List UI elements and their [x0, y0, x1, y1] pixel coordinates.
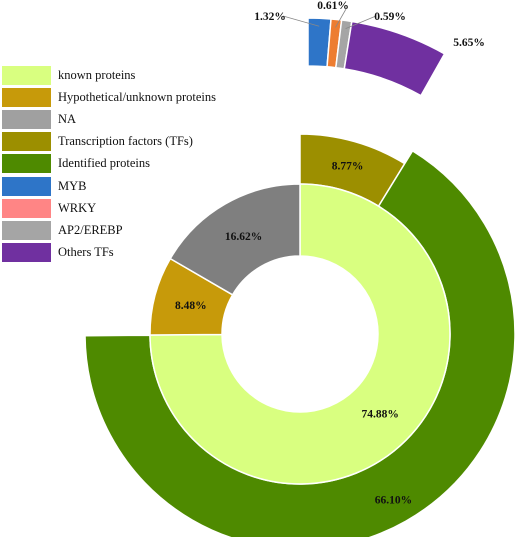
data-label: 74.88%: [362, 409, 399, 421]
data-labels: 8.77% 66.10% 74.88% 8.48% 16.62% 1.32% 0.61% 0.…: [175, 0, 485, 507]
data-label: 8.48%: [175, 300, 207, 312]
legend-item: Hypothetical/unknown proteins: [2, 86, 252, 108]
pie-slice-exploded: [343, 20, 446, 97]
legend-item: Transcription factors (TFs): [2, 131, 252, 153]
legend-swatch: [2, 87, 51, 107]
leader-line: [345, 15, 377, 29]
leader-line: [335, 8, 347, 28]
legend-swatch: [2, 109, 51, 129]
legend-swatch: [2, 243, 51, 263]
data-label: 16.62%: [225, 231, 262, 243]
legend-label: Others TFs: [58, 245, 114, 260]
legend-label: WRKY: [58, 200, 97, 215]
legend-item: Others TFs: [2, 242, 252, 264]
data-label: 0.59%: [374, 11, 406, 23]
data-label: 0.61%: [317, 0, 349, 12]
legend: known proteins Hypothetical/unknown prote…: [2, 64, 252, 264]
pie-slice-inner: [149, 183, 451, 485]
legend-label: known proteins: [58, 67, 136, 82]
pie-slices: [84, 17, 516, 537]
legend-swatch: [2, 198, 51, 218]
legend-label: Identified proteins: [58, 156, 150, 171]
legend-item: Identified proteins: [2, 153, 252, 175]
data-label: 5.65%: [453, 37, 485, 49]
legend-swatch: [2, 65, 51, 85]
pie-slice-inner: [169, 183, 301, 296]
legend-item: MYB: [2, 175, 252, 197]
leader-line: [282, 15, 320, 27]
legend-item: known proteins: [2, 64, 252, 86]
leader-lines: [282, 8, 377, 29]
legend-label: AP2/EREBP: [58, 222, 123, 237]
legend-label: Hypothetical/unknown proteins: [58, 89, 216, 104]
legend-label: MYB: [58, 178, 87, 193]
legend-swatch: [2, 154, 51, 174]
legend-label: Transcription factors (TFs): [58, 134, 193, 149]
data-label: 66.10%: [375, 495, 412, 507]
legend-item: WRKY: [2, 197, 252, 219]
data-label: 1.32%: [254, 11, 286, 23]
legend-swatch: [2, 132, 51, 152]
legend-item: AP2/EREBP: [2, 219, 252, 241]
legend-item: NA: [2, 108, 252, 130]
legend-swatch: [2, 220, 51, 240]
legend-label: NA: [58, 111, 77, 126]
legend-swatch: [2, 176, 51, 196]
data-label: 8.77%: [332, 161, 364, 173]
